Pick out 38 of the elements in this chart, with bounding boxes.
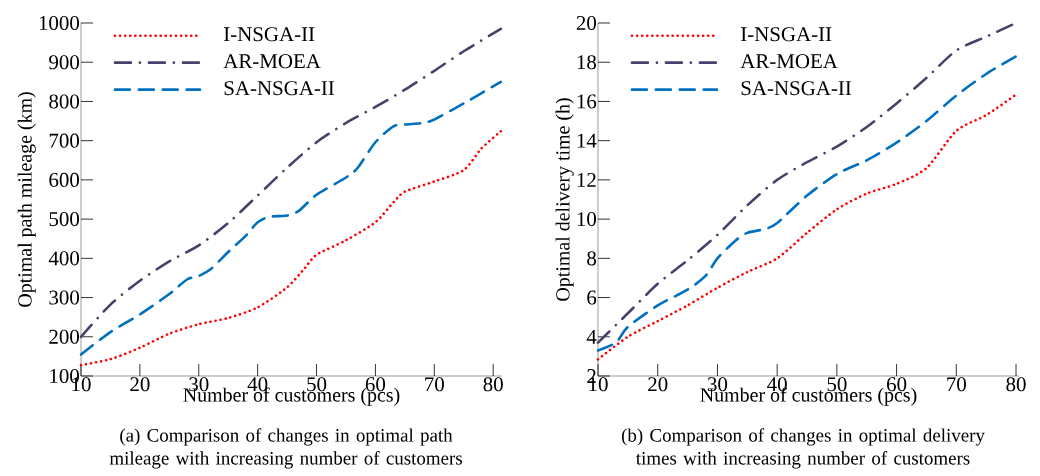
text: (b) Comparison of changes in optimal delivery times with increasing number of customers xyxy=(621,428,985,469)
y-tick-label: 6 xyxy=(587,290,597,305)
legend-label: SA-NSGA-II xyxy=(224,81,335,96)
y-tick-label: 18 xyxy=(577,55,597,70)
y-tick-label: 900 xyxy=(49,55,80,70)
y-tick-label: 600 xyxy=(49,172,80,187)
x-tick-label: 70 xyxy=(425,377,444,392)
y-tick-label: 4 xyxy=(586,329,597,344)
y-tick-label: 300 xyxy=(49,290,80,305)
legend-label: SA-NSGA-II xyxy=(741,81,852,96)
x-tick-label: 70 xyxy=(947,377,966,392)
y-tick-label: 8 xyxy=(587,251,597,266)
legend-label: I-NSGA-II xyxy=(224,27,315,42)
x-tick-label: 80 xyxy=(1006,377,1026,392)
legend-label: I-NSGA-II xyxy=(741,27,832,42)
legend-label: AR-MOEA xyxy=(740,54,838,69)
y-tick-label: 12 xyxy=(577,172,596,187)
y-tick-label: 500 xyxy=(49,212,80,227)
x-tick-label: 20 xyxy=(130,377,150,392)
y-tick-label: 10 xyxy=(577,212,597,227)
y-tick-label: 1000 xyxy=(39,15,80,31)
text: (a) Comparison of changes in optimal path mileage with increasing number of customers xyxy=(109,428,462,469)
line-series xyxy=(79,129,503,367)
y-tick-label: 800 xyxy=(49,94,80,109)
line-series xyxy=(79,80,503,356)
x-tick-label: 50 xyxy=(307,377,327,392)
y-axis-title: Optimal path mileage (km) xyxy=(17,92,36,307)
x-tick-label: 80 xyxy=(483,377,503,392)
y-tick-label: 14 xyxy=(577,133,597,148)
y-tick-label: 700 xyxy=(49,133,80,148)
y-tick-label: 400 xyxy=(48,251,80,266)
y-tick-label: 20 xyxy=(576,15,597,31)
y-axis-title: Optimal delivery time (h) xyxy=(555,98,574,301)
y-tick-label: 200 xyxy=(49,329,80,344)
legend-label: AR-MOEA xyxy=(223,54,321,69)
y-tick-label: 16 xyxy=(577,94,597,109)
x-tick-label: 20 xyxy=(648,377,668,392)
line-series xyxy=(79,27,503,339)
